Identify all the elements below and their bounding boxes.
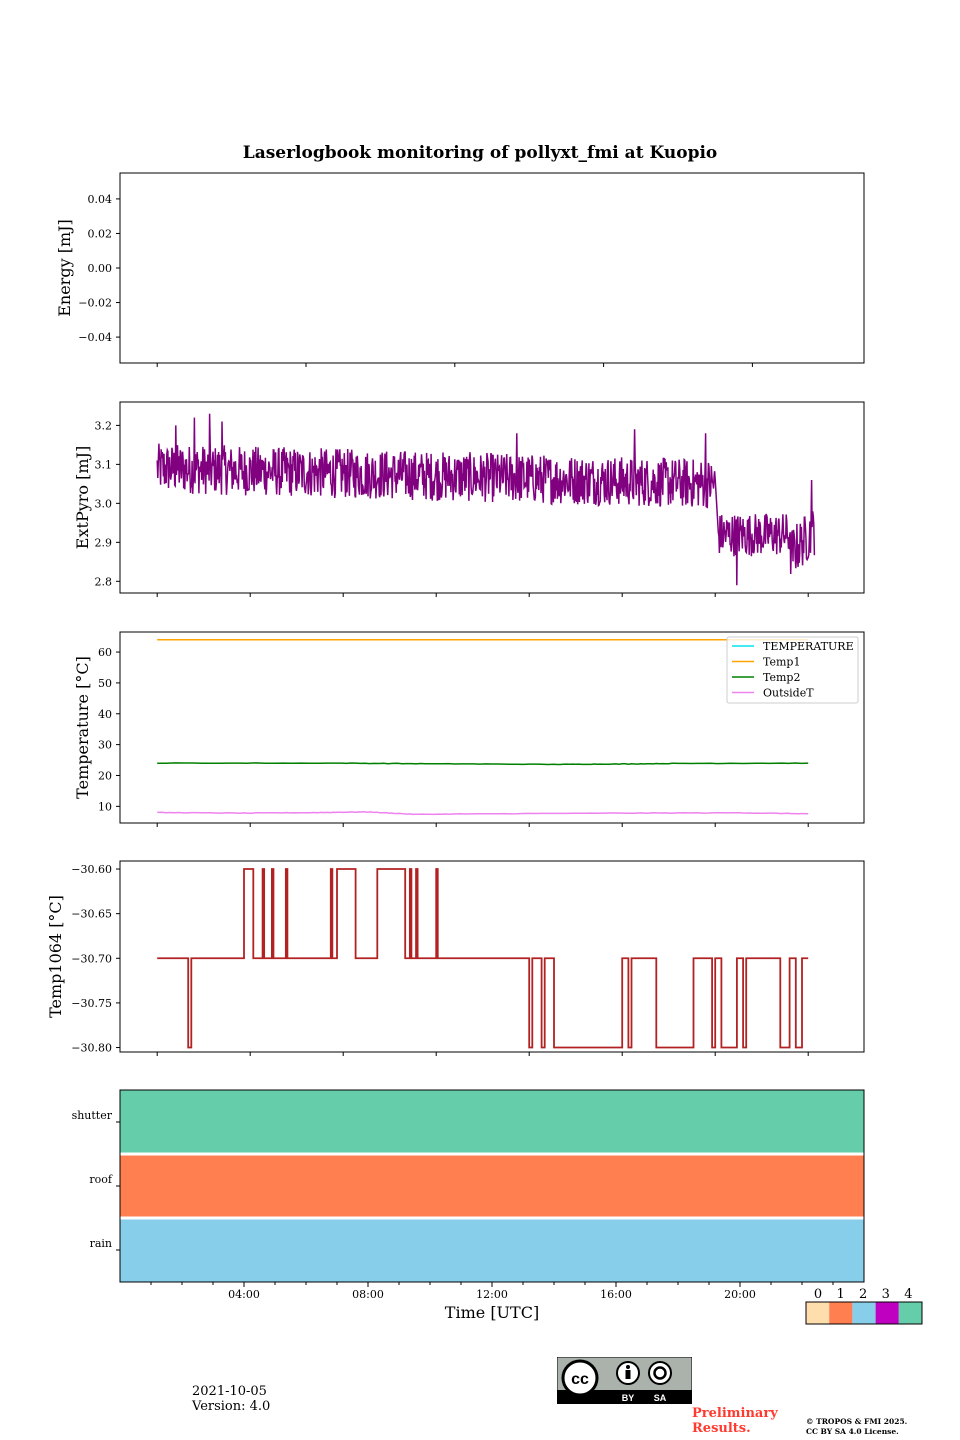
series-line-Temp2 <box>157 762 809 766</box>
series-line-ExtPyro <box>156 413 816 586</box>
plot-area <box>157 868 809 1049</box>
legend-label-TEMPERATURE: TEMPERATURE <box>763 640 854 653</box>
colorbar-swatch-4 <box>898 1302 922 1324</box>
status-band-shutter <box>120 1090 864 1154</box>
colorbar-swatch-1 <box>829 1302 853 1324</box>
axes-frame <box>119 631 865 824</box>
legend-label-Temp2: Temp2 <box>763 671 800 684</box>
colorbar-swatch-3 <box>875 1302 899 1324</box>
sa-label: SA <box>654 1393 667 1403</box>
cc-icon-text: cc <box>571 1371 589 1388</box>
y-tick-label-shutter: shutter <box>72 1109 113 1122</box>
chart-title: Laserlogbook monitoring of pollyxt_fmi a… <box>243 143 718 163</box>
colorbar-label-4: 4 <box>904 1287 912 1302</box>
y-tick-label: −0.04 <box>78 331 112 344</box>
plot-area <box>157 638 809 816</box>
series-line-Temp1064 <box>157 868 809 1049</box>
panel-status: shutter roof rain 04:00 08:00 12:00 16:00 20:00… <box>72 1089 865 1322</box>
x-tick-label: 12:00 <box>476 1288 508 1301</box>
y-tick-label: −30.75 <box>71 997 112 1010</box>
y-tick-label: 40 <box>98 708 112 721</box>
y-tick-label: 30 <box>98 739 112 752</box>
legend-label-Temp1: Temp1 <box>763 656 800 669</box>
copyright-line2: CC BY SA 4.0 License. <box>806 1427 899 1436</box>
y-axis-label: Energy [mJ] <box>55 219 74 317</box>
copyright-notice: © TROPOS & FMI 2025. CC BY SA 4.0 Licens… <box>806 1417 907 1437</box>
y-tick-label: 2.8 <box>95 575 113 588</box>
y-tick-label: 20 <box>98 769 112 782</box>
x-tick-label: 16:00 <box>600 1288 632 1301</box>
panel-energy: 0.04 0.02 0.00 −0.02 −0.04 Energy [mJ] <box>55 172 865 367</box>
preliminary-line1: Preliminary <box>692 1406 778 1421</box>
colorbar-frame <box>805 1301 923 1325</box>
y-axis-label: Temp1064 [°C] <box>46 895 65 1018</box>
axes-frame <box>119 172 865 364</box>
colorbar-label-0: 0 <box>814 1287 822 1302</box>
axes-frame <box>119 401 865 594</box>
by-label: BY <box>622 1393 635 1403</box>
x-tick-label: 04:00 <box>228 1288 260 1301</box>
axes-frame <box>119 860 865 1053</box>
y-tick-label: 0.00 <box>88 262 113 275</box>
y-tick-label: −30.65 <box>71 908 112 921</box>
cc-icon <box>561 1359 599 1397</box>
plot-area <box>156 413 816 586</box>
sa-icon <box>648 1361 672 1385</box>
legend-label-OutsideT: OutsideT <box>763 687 814 700</box>
axes-frame <box>119 1089 865 1283</box>
y-axis-label: ExtPyro [mJ] <box>73 446 92 549</box>
y-tick-label: 50 <box>98 677 112 690</box>
colorbar-label-3: 3 <box>882 1287 890 1302</box>
x-tick-label: 20:00 <box>724 1288 756 1301</box>
y-tick-label: 0.04 <box>88 193 113 206</box>
colorbar-label-1: 1 <box>836 1287 844 1302</box>
cc-license-badge: cc BY SA <box>557 1357 692 1404</box>
preliminary-notice: Preliminary Results. <box>692 1406 778 1436</box>
x-axis-label: Time [UTC] <box>445 1303 539 1322</box>
y-tick-label: 3.0 <box>95 497 113 510</box>
y-tick-label-roof: roof <box>89 1173 113 1186</box>
footer-meta: 2021-10-05 Version: 4.0 <box>192 1384 270 1414</box>
y-tick-label: 60 <box>98 646 112 659</box>
status-band-roof <box>120 1154 864 1218</box>
y-tick-label: 10 <box>98 800 112 813</box>
legend: TEMPERATURE Temp1 Temp2 OutsideT <box>726 636 859 704</box>
y-tick-label-rain: rain <box>90 1237 112 1250</box>
legend-box <box>726 636 859 704</box>
y-tick-label: −30.60 <box>71 863 112 876</box>
version-label: Version: 4.0 <box>192 1399 271 1414</box>
panel-extpyro: 3.2 3.1 3.0 2.9 2.8 ExtPyro [mJ] <box>73 401 865 597</box>
y-tick-label: 3.1 <box>95 458 113 471</box>
y-tick-label: −30.80 <box>71 1042 112 1055</box>
colorbar-swatch-0 <box>806 1302 830 1324</box>
series-line-OutsideT <box>157 810 809 816</box>
colorbar-label-2: 2 <box>859 1287 867 1302</box>
preliminary-line2: Results. <box>692 1421 751 1436</box>
y-tick-label: 3.2 <box>95 419 113 432</box>
copyright-line1: © TROPOS & FMI 2025. <box>806 1417 908 1426</box>
y-tick-label: 0.02 <box>88 227 113 240</box>
panel-temp1064: −30.60 −30.65 −30.70 −30.75 −30.80 Temp1064 [… <box>46 860 865 1056</box>
y-axis-label: Temperature [°C] <box>73 656 92 799</box>
y-tick-label: −30.70 <box>71 952 112 965</box>
y-tick-label: 2.9 <box>95 536 113 549</box>
x-tick-label: 08:00 <box>352 1288 384 1301</box>
date-label: 2021-10-05 <box>192 1384 267 1399</box>
status-band-rain <box>120 1218 864 1282</box>
colorbar-swatch-2 <box>852 1302 876 1324</box>
y-tick-label: −0.02 <box>78 297 112 310</box>
